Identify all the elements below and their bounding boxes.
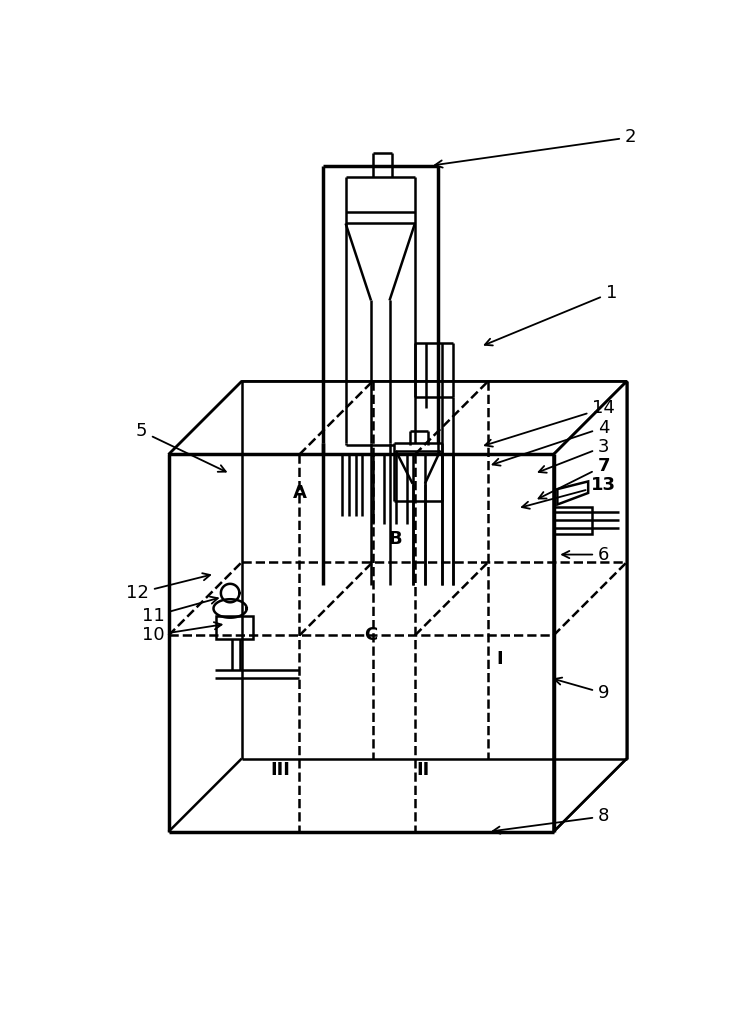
Text: I: I [497,650,503,667]
Text: 5: 5 [136,423,226,472]
Text: III: III [270,761,290,779]
Text: 3: 3 [539,438,610,473]
Text: 10: 10 [142,622,221,645]
Bar [554,507,592,534]
Text: 6: 6 [562,546,610,563]
Polygon shape [168,381,627,454]
Text: C: C [364,626,378,645]
Text: 9: 9 [554,677,610,702]
Text: 13: 13 [522,476,616,509]
Text: 1: 1 [485,284,617,345]
Bar [216,616,254,639]
Polygon shape [554,381,627,832]
Text: 11: 11 [141,596,218,625]
Text: 14: 14 [485,399,615,446]
Text: 12: 12 [126,574,210,602]
Text: 8: 8 [493,807,610,834]
Text: B: B [389,530,402,548]
Text: 7: 7 [539,457,610,499]
Text: A: A [292,484,307,502]
Text: 2: 2 [435,128,637,168]
Text: 4: 4 [493,418,610,466]
Text: II: II [416,761,429,779]
